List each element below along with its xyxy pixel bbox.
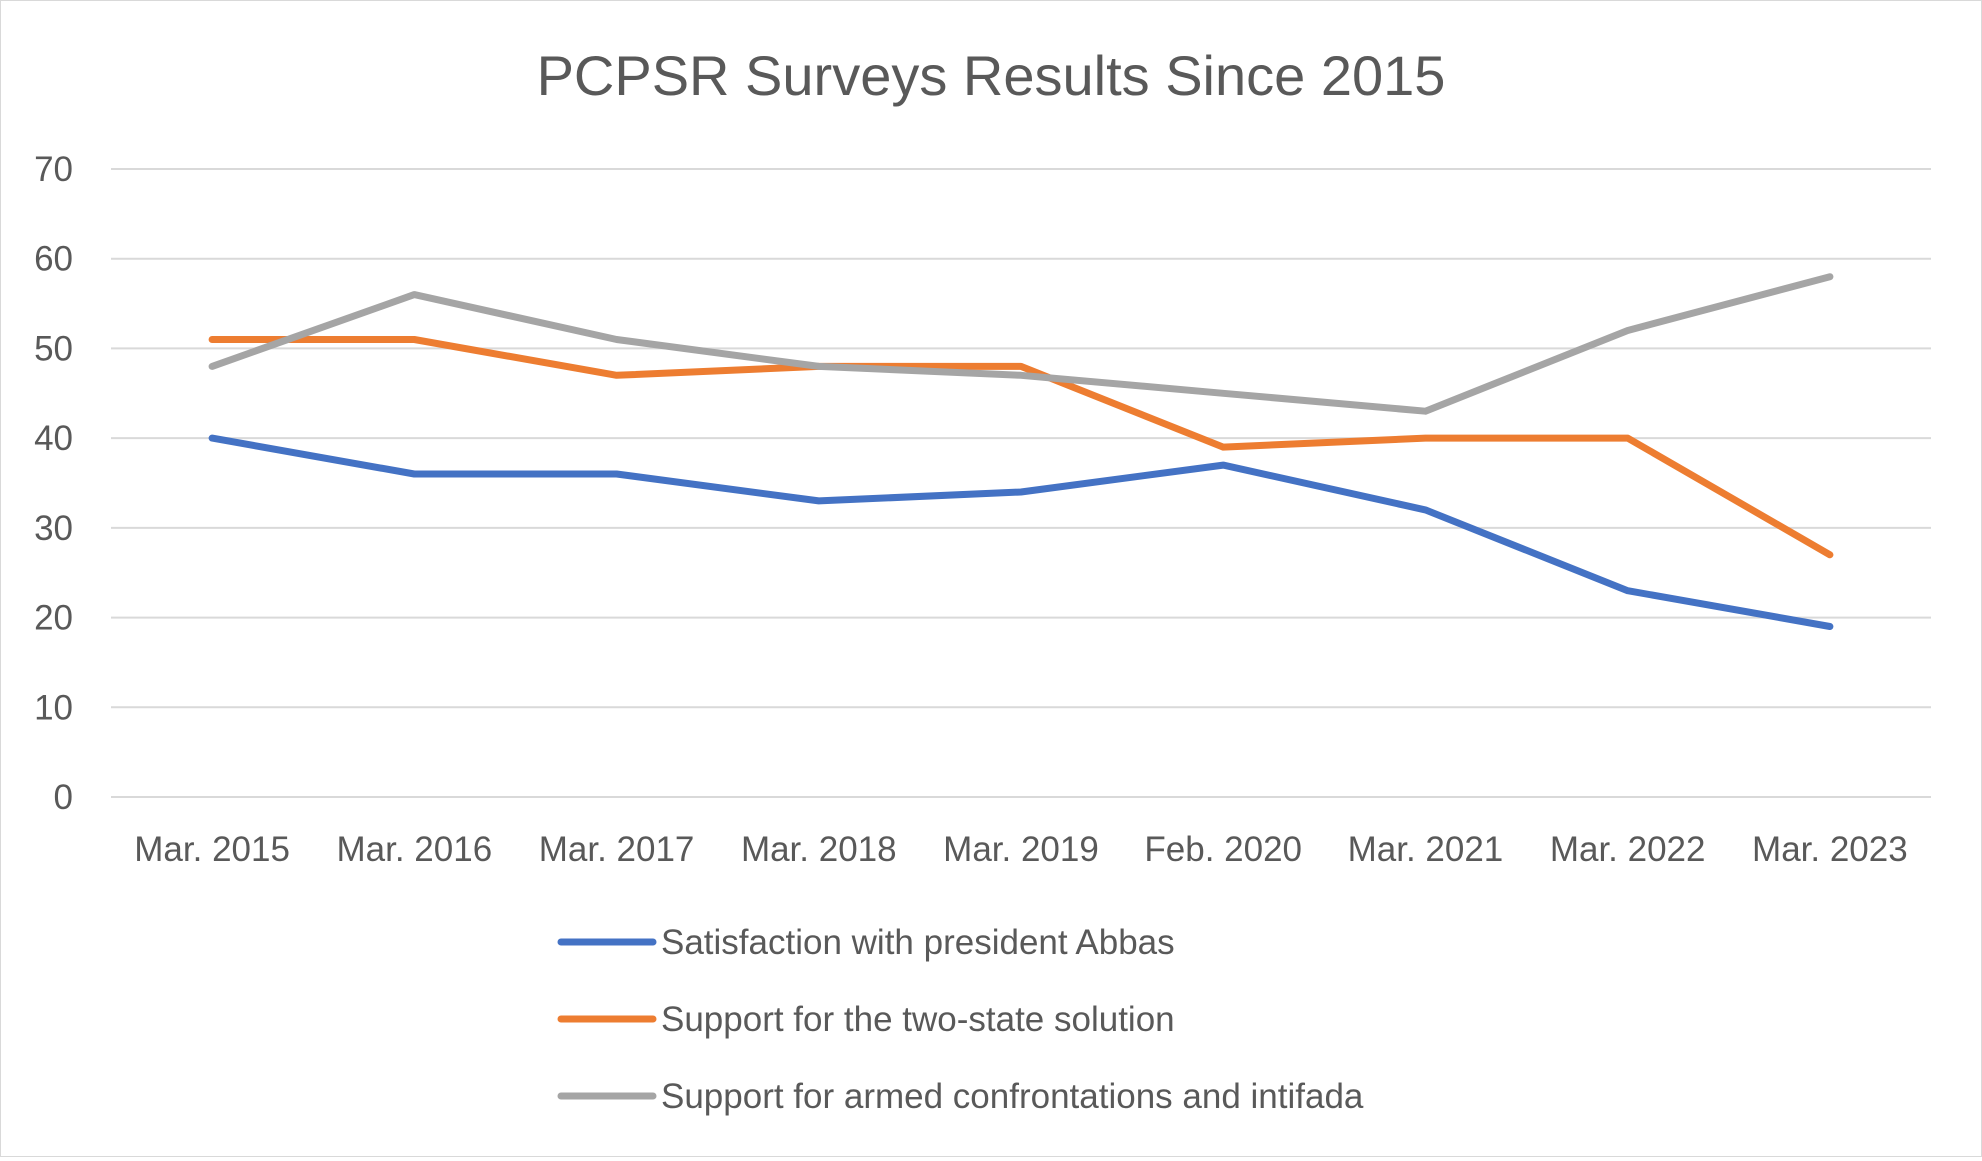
data-point <box>1020 490 1022 493</box>
x-tick-label: Mar. 2022 <box>1550 830 1706 869</box>
y-tick-label: 50 <box>34 329 73 368</box>
data-point <box>1222 392 1225 395</box>
legend: Satisfaction with president Abbas Support… <box>557 923 1364 1116</box>
data-point <box>211 437 214 440</box>
data-point <box>1626 589 1629 592</box>
data-point <box>211 365 214 368</box>
data-point <box>211 338 214 341</box>
y-tick-label: 40 <box>34 419 73 458</box>
data-point <box>413 338 416 341</box>
y-axis-tick-labels: 0 10 20 30 40 50 60 70 <box>34 150 73 817</box>
series-lines <box>208 273 1834 630</box>
legend-label-2: Support for the two-state solution <box>661 1000 1175 1039</box>
data-point <box>1828 275 1831 278</box>
data-point <box>1424 508 1427 511</box>
series-line-2 <box>208 336 1834 559</box>
data-point <box>1828 553 1831 556</box>
data-point <box>413 293 416 296</box>
data-point <box>1020 374 1022 377</box>
data-point <box>817 365 820 368</box>
data-point <box>1626 437 1629 440</box>
x-tick-label: Mar. 2019 <box>943 830 1099 869</box>
data-point <box>1222 464 1225 467</box>
x-tick-label: Mar. 2016 <box>337 830 493 869</box>
data-point <box>1020 365 1022 368</box>
x-tick-label: Mar. 2018 <box>741 830 897 869</box>
y-tick-label: 30 <box>34 509 73 548</box>
x-tick-label: Mar. 2015 <box>134 830 290 869</box>
data-point <box>615 473 618 476</box>
x-axis-tick-labels: Mar. 2015 Mar. 2016 Mar. 2017 Mar. 2018 Mar.… <box>134 830 1907 869</box>
y-tick-label: 0 <box>54 778 73 817</box>
data-point <box>1424 437 1427 440</box>
data-point <box>1828 625 1831 628</box>
x-tick-label: Mar. 2021 <box>1348 830 1504 869</box>
data-point <box>817 499 820 502</box>
chart-title: PCPSR Surveys Results Since 2015 <box>537 44 1446 107</box>
y-tick-label: 20 <box>34 599 73 638</box>
data-point <box>413 473 416 476</box>
data-point <box>615 338 618 341</box>
data-point <box>1222 446 1225 449</box>
data-point <box>1424 410 1427 413</box>
gridlines <box>111 168 1931 798</box>
x-tick-label: Mar. 2017 <box>539 830 695 869</box>
x-tick-label: Mar. 2023 <box>1752 830 1908 869</box>
series-line-1 <box>208 434 1834 630</box>
legend-label-3: Support for armed confrontations and int… <box>661 1077 1364 1116</box>
data-point <box>615 374 618 377</box>
x-tick-label: Feb. 2020 <box>1144 830 1302 869</box>
legend-label-1: Satisfaction with president Abbas <box>661 923 1175 962</box>
data-point <box>1626 329 1629 332</box>
y-tick-label: 70 <box>34 150 73 189</box>
y-tick-label: 60 <box>34 240 73 279</box>
y-tick-label: 10 <box>34 688 73 727</box>
